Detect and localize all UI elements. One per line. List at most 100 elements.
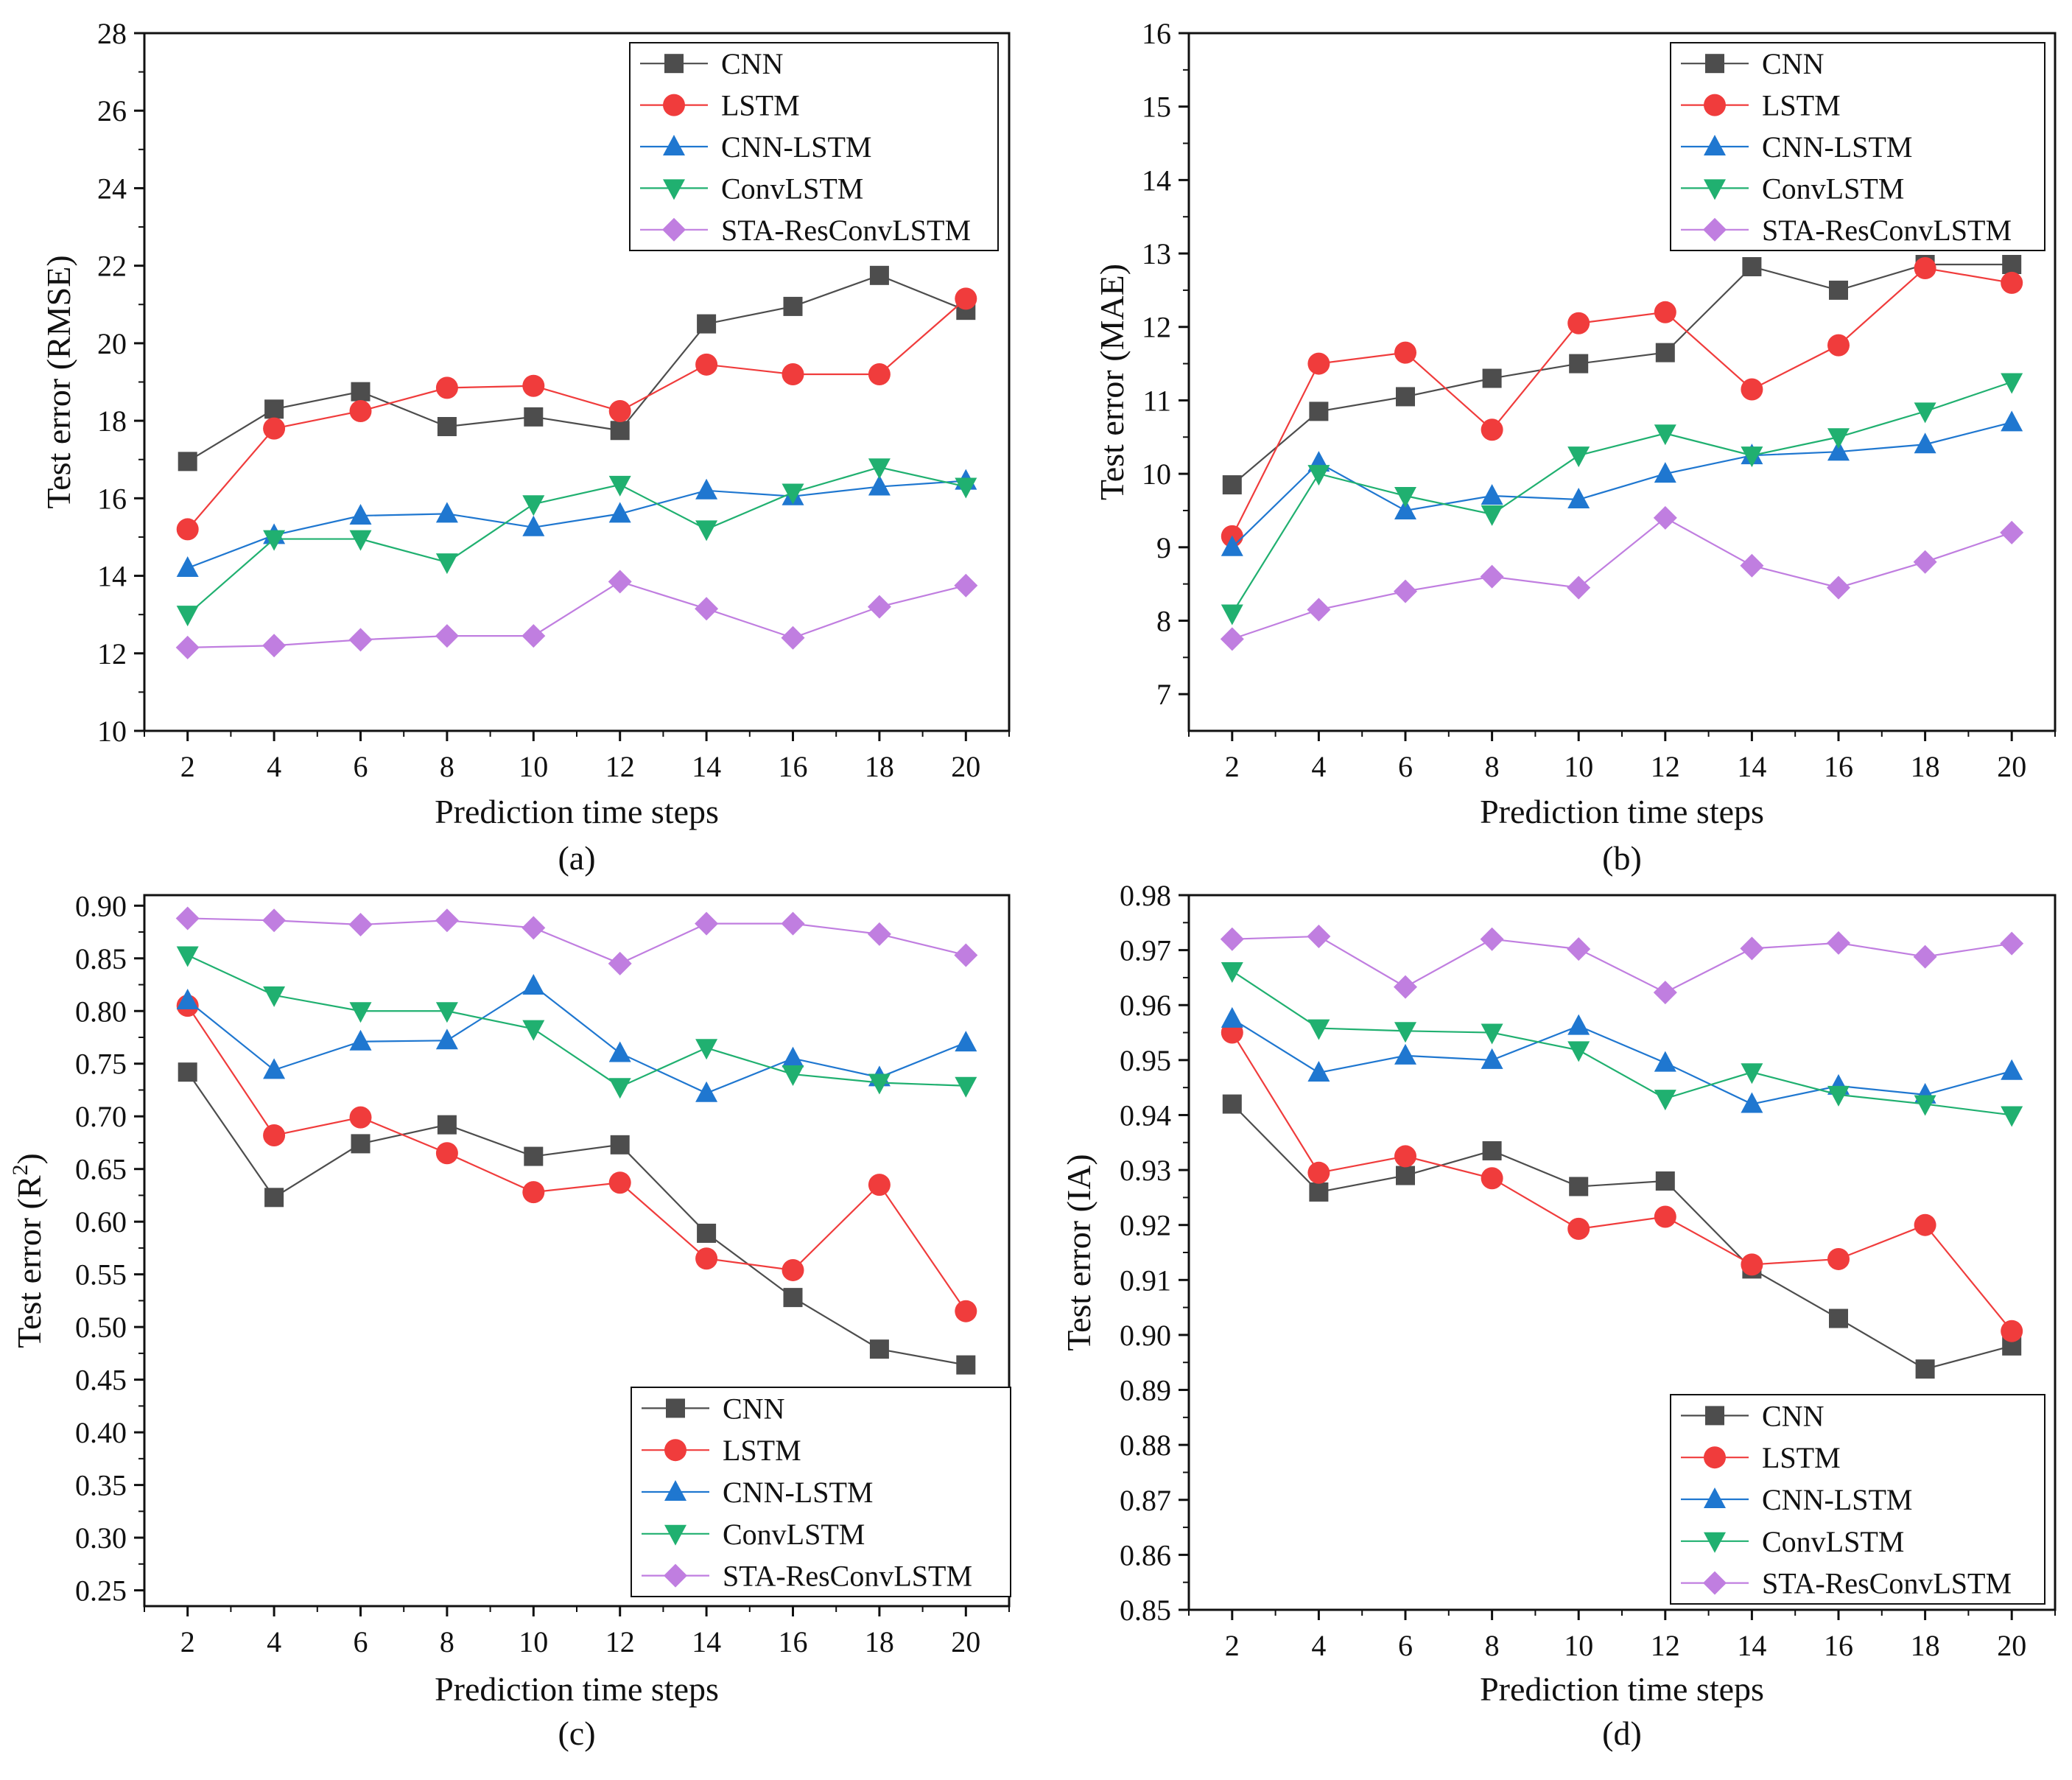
data-point	[1221, 1006, 1243, 1028]
data-point	[1567, 487, 1590, 508]
legend-label: ConvLSTM	[1762, 172, 1904, 205]
data-point	[1481, 505, 1503, 526]
data-point	[263, 986, 286, 1007]
series-lstm	[176, 995, 977, 1322]
data-point	[1307, 1019, 1330, 1040]
legend-marker	[664, 1480, 686, 1501]
legend-marker	[664, 1439, 686, 1462]
series-line	[1231, 1031, 2013, 1332]
y-tick-label: 10	[97, 715, 127, 748]
series-cnn	[1222, 255, 2022, 495]
data-point	[435, 553, 458, 575]
x-tick-label: 14	[692, 1625, 721, 1658]
data-point	[1913, 550, 1937, 574]
y-tick-label: 0.65	[75, 1153, 127, 1186]
legend-label: LSTM	[1762, 1441, 1841, 1474]
data-point	[1221, 961, 1243, 983]
y-tick-label: 26	[97, 94, 127, 127]
data-point	[1394, 341, 1416, 364]
data-point	[1653, 505, 1677, 530]
y-tick-label: 0.89	[1120, 1374, 1171, 1407]
y-tick-label: 13	[1142, 237, 1171, 270]
x-tick-label: 6	[354, 1625, 368, 1658]
data-point	[697, 1223, 717, 1243]
y-axis-title: Test error (RMSE)	[40, 255, 77, 508]
legend-marker	[1704, 1532, 1726, 1553]
y-axis-title-main: Test error (R	[10, 1175, 48, 1348]
x-tick-label: 4	[1311, 1629, 1326, 1662]
data-point	[1827, 575, 1850, 600]
x-tick-label: 10	[1564, 1629, 1593, 1662]
data-point	[1654, 301, 1676, 323]
series-cnn	[178, 1062, 976, 1375]
data-point	[608, 570, 632, 594]
legend: CNN LSTM CNN-LSTM ConvLSTM STA-ResConvLSTM	[629, 42, 999, 251]
x-axis-title: Prediction time steps	[435, 1670, 719, 1708]
data-point	[695, 520, 718, 542]
x-tick-label: 4	[1311, 750, 1326, 783]
legend-label: CNN-LSTM	[1762, 1483, 1912, 1516]
data-point	[610, 421, 630, 441]
y-tick-label: 16	[97, 482, 127, 515]
y-tick-label: 11	[1142, 384, 1171, 417]
data-point	[1827, 428, 1850, 449]
y-tick-label: 0.25	[75, 1574, 127, 1608]
y-tick-label: 14	[1142, 164, 1171, 197]
data-point	[2001, 271, 2023, 294]
x-tick-label: 14	[1737, 750, 1766, 783]
data-point	[176, 518, 199, 541]
data-point	[1914, 256, 1936, 279]
data-point	[695, 478, 718, 500]
series-lstm	[176, 287, 977, 541]
data-point	[697, 314, 717, 334]
data-point	[522, 374, 545, 397]
y-tick-label: 0.35	[75, 1469, 127, 1502]
x-tick-label: 4	[267, 1625, 281, 1658]
legend-label: ConvLSTM	[723, 1518, 865, 1551]
y-tick-label: 0.87	[1120, 1484, 1171, 1517]
data-point	[695, 1247, 718, 1270]
data-point	[1915, 1359, 1935, 1379]
data-point	[1394, 1043, 1416, 1065]
data-point	[351, 382, 370, 402]
legend-label: STA-ResConvLSTM	[1762, 1567, 2012, 1600]
data-point	[1567, 575, 1591, 600]
y-tick-label: 15	[1142, 91, 1171, 124]
data-point	[348, 628, 373, 652]
y-tick-label: 0.94	[1120, 1099, 1171, 1132]
y-tick-label: 0.96	[1120, 989, 1171, 1022]
x-tick-label: 18	[865, 1625, 894, 1658]
x-tick-label: 18	[1911, 1629, 1940, 1662]
data-point	[349, 530, 372, 551]
data-point	[608, 399, 631, 422]
x-tick-label: 20	[951, 1625, 980, 1658]
data-point	[1481, 1023, 1503, 1045]
legend-label: CNN-LSTM	[721, 130, 871, 164]
data-point	[262, 634, 287, 658]
data-point	[1394, 579, 1417, 603]
data-point	[955, 1076, 977, 1098]
series-sta-resconvlstm	[175, 570, 978, 659]
data-point	[1827, 1247, 1850, 1270]
x-tick-label: 18	[1911, 750, 1940, 783]
legend-marker	[1704, 179, 1726, 200]
x-tick-label: 16	[1824, 750, 1853, 783]
x-tick-label: 12	[1651, 750, 1680, 783]
chart-panel-4: 2 4 6 8 10 12 14 16 18 20 0.85 0.86 0.87 0.88 0.89 0.90…	[1060, 879, 2057, 1752]
data-point	[1394, 487, 1416, 508]
data-point	[1307, 598, 1331, 622]
data-point	[2001, 410, 2023, 432]
data-point	[954, 943, 978, 967]
legend: CNN LSTM CNN-LSTM ConvLSTM STA-ResConvLSTM	[631, 1387, 1011, 1597]
data-point	[1914, 1095, 1936, 1116]
legend-label: ConvLSTM	[1762, 1525, 1904, 1558]
x-tick-label: 16	[779, 1625, 808, 1658]
x-tick-label: 20	[951, 750, 980, 783]
series-line	[1232, 935, 2012, 994]
x-tick-label: 10	[519, 750, 548, 783]
legend-label: CNN-LSTM	[1762, 130, 1912, 164]
y-tick-label: 0.90	[1120, 1319, 1171, 1352]
data-point	[176, 556, 199, 578]
y-tick-label: 0.75	[75, 1048, 127, 1081]
data-point	[955, 1300, 977, 1322]
